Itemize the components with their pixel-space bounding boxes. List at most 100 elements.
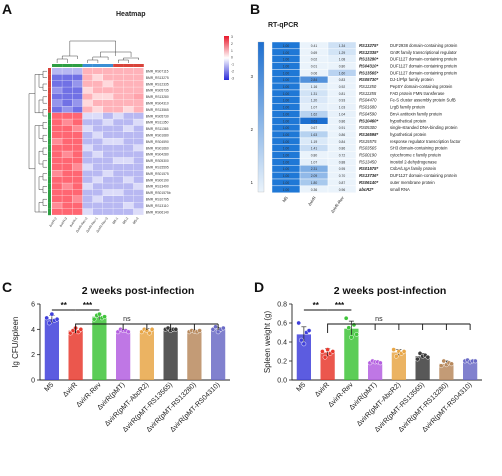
heatmap-cell: [113, 170, 124, 177]
heatmap-cell: [52, 119, 62, 126]
rtqpcr-value: 0.80: [339, 64, 346, 68]
row-group-cell: [48, 189, 51, 196]
heatmap-row-label: BMR_RS05735: [146, 89, 169, 93]
rtqpcr-value: 1.00: [283, 174, 290, 178]
heatmap-cell: [123, 68, 134, 75]
rtqpcr-value: 1.00: [283, 78, 290, 82]
heatmap-cell: [52, 196, 62, 203]
rtqpcr-gene-label: RS05730*: [359, 77, 378, 82]
heatmap-cell: [62, 112, 73, 119]
bar: [463, 361, 478, 380]
heatmap-cell: [103, 183, 113, 190]
rtqpcr-value: 1.03: [339, 106, 346, 110]
rtqpcr-value: 1.00: [283, 99, 290, 103]
rtqpcr-value: 0.41: [311, 44, 318, 48]
rtqpcr-gene-description: single-stranded DNA-binding protein: [390, 125, 458, 130]
heatmap-row-label: BMR_RS11365: [146, 127, 169, 131]
rtqpcr-value: 1.04: [339, 112, 346, 116]
heatmap-cell: [72, 132, 83, 139]
heatmap-cell: [92, 68, 103, 75]
data-point: [349, 334, 354, 340]
x-tick-label: M5: [43, 381, 55, 393]
rtqpcr-gene-description: DUF2938 domain-containing protein: [390, 43, 458, 48]
heatmap-cell: [123, 74, 134, 81]
heatmap-cell: [82, 151, 93, 158]
data-point: [147, 330, 152, 336]
data-point: [125, 329, 131, 335]
heatmap-cell: [123, 176, 134, 183]
y-axis-label: lg CFU/spleen: [11, 317, 20, 368]
heatmap-cell: [92, 176, 103, 183]
heatmap-cell: [52, 93, 62, 100]
x-tick-label: ΔvirR(pMT-RS04310): [169, 381, 221, 433]
rtqpcr-column-label: ΔvirR-Rev: [330, 195, 346, 214]
heatmap-cell: [82, 125, 93, 132]
heatmap-row-label: BMR_RS04310: [146, 101, 169, 105]
heatmap-cell: [123, 80, 134, 87]
heatmap-cell: [123, 125, 134, 132]
heatmap-cell: [82, 100, 93, 107]
rtqpcr-column-label: ΔvirR: [307, 195, 317, 206]
heatmap-cell: [72, 119, 83, 126]
heatmap-cell: [113, 112, 124, 119]
heatmap-cell: [72, 202, 83, 209]
rtqpcr-value: 1.00: [283, 147, 290, 151]
heatmap-cell: [113, 125, 124, 132]
panel-b: B RT-qPCR 321 1.00 0.41 1.341.00 0.69 1.291.…: [250, 1, 461, 214]
heatmap-cell: [72, 208, 83, 215]
data-point: [97, 311, 102, 317]
heatmap-cell: [133, 208, 144, 215]
heatmap-cell: [92, 138, 103, 145]
rtqpcr-gene-label: RS03565: [359, 146, 377, 151]
heatmap-cell: [92, 87, 103, 94]
data-point: [49, 311, 55, 317]
rtqpcr-cell: [327, 185, 357, 193]
heatmap-cell: [62, 170, 73, 177]
heatmap-cell: [72, 176, 83, 183]
data-point: [46, 320, 52, 326]
panel-c-letter: C: [2, 279, 12, 295]
rtqpcr-value: 0.88: [339, 160, 346, 164]
data-point: [351, 322, 357, 328]
heatmap-row-label: BMR_RS04590: [146, 140, 169, 144]
heatmap-cell: [113, 100, 124, 107]
row-group-cell: [48, 196, 51, 203]
data-point: [449, 361, 454, 367]
heatmap-cell: [62, 189, 73, 196]
heatmap-cell: [133, 144, 144, 151]
heatmap-cell: [92, 112, 103, 119]
ns-label: ns: [123, 316, 131, 323]
rtqpcr-value: 0.81: [339, 92, 346, 96]
heatmap-cell: [72, 157, 83, 164]
data-point: [296, 320, 302, 326]
heatmap-cell: [92, 80, 103, 87]
heatmap-cell: [133, 68, 144, 75]
heatmap-cell: [62, 93, 73, 100]
rtqpcr-column-labels: M5 ΔvirR ΔvirR-Rev: [281, 195, 345, 214]
bar: [163, 329, 178, 380]
rtqpcr-value: 1.80: [311, 181, 318, 185]
rtqpcr-value: 1.00: [283, 58, 290, 62]
heatmap-cell: [82, 196, 93, 203]
heatmap-cell: [82, 132, 93, 139]
heatmap-cell: [123, 164, 134, 171]
data-point: [78, 326, 84, 332]
heatmap-cell: [72, 74, 83, 81]
rtqpcr-value: 0.72: [339, 154, 346, 158]
heatmap-column-label: ΔvirR-1: [69, 216, 79, 227]
heatmap-cell: [92, 119, 103, 126]
rtqpcr-gene-description: DJ-1/PfpI family protein: [390, 77, 434, 82]
heatmap-cell: [123, 119, 134, 126]
heatmap-row-label: BMR_RS10795: [146, 197, 169, 201]
data-point: [393, 353, 399, 359]
heatmap-cell: [62, 132, 73, 139]
group-color-cell: [52, 64, 63, 67]
rtqpcr-gene-description: CsbA/LrgA family protein: [390, 166, 437, 171]
rtqpcr-value: 1.00: [283, 44, 290, 48]
heatmap-cell: [123, 112, 134, 119]
heatmap-cell: [103, 202, 113, 209]
spleen-weight-bar-chart: 0.0 0.2 0.4 0.6 0.8 Spleen weight (g) M5 ΔvirR Δ…: [263, 301, 482, 434]
heatmap-cell: [72, 151, 83, 158]
rtqpcr-value: 0.36: [311, 188, 318, 192]
bar: [368, 361, 383, 380]
